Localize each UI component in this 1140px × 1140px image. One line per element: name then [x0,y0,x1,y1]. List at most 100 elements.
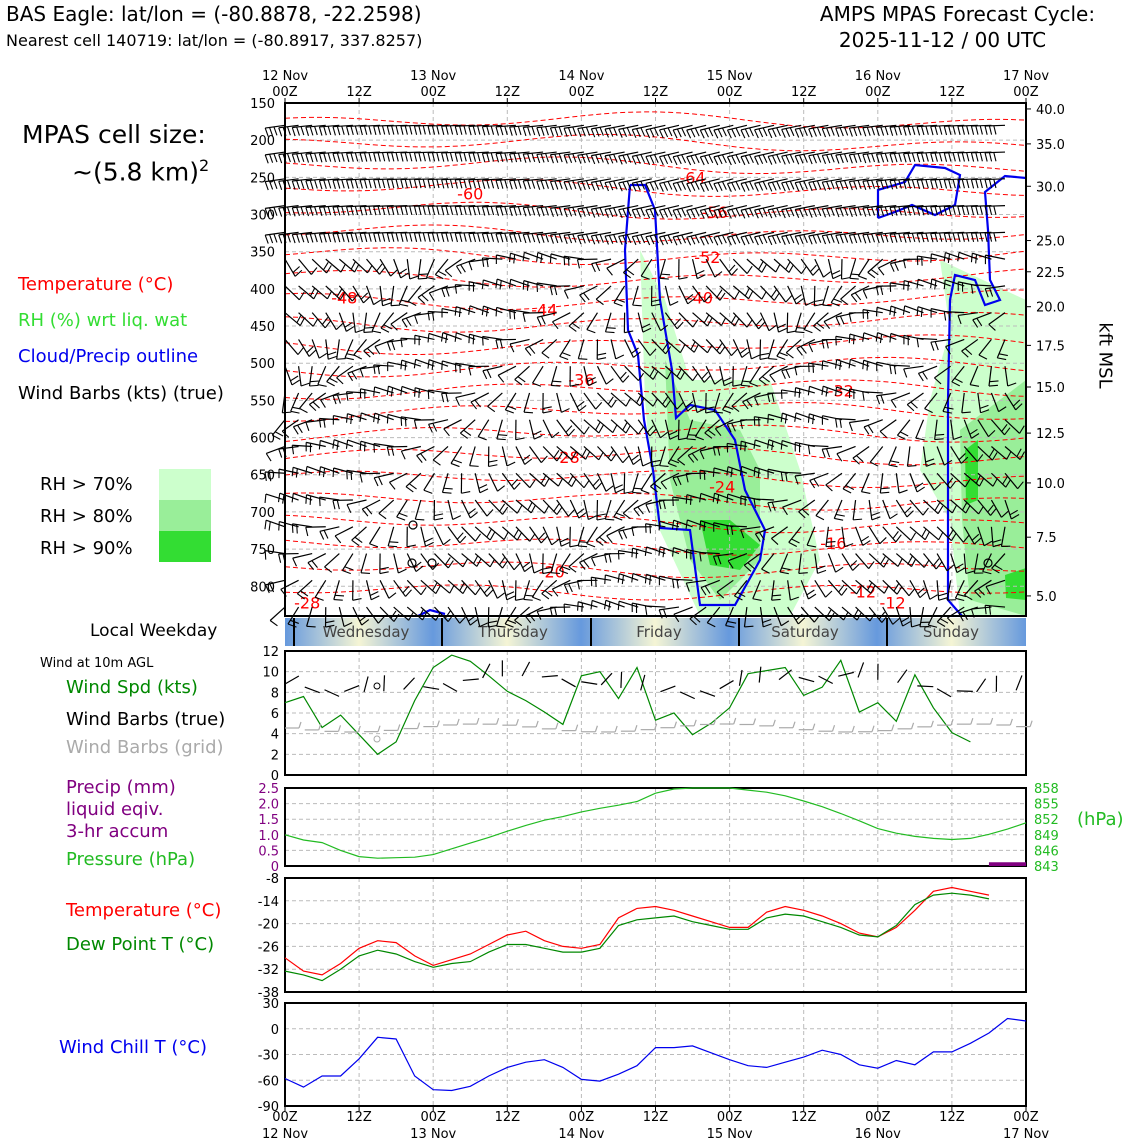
wind-barb-flag-352-0 [523,411,534,414]
wind-barb-429 [583,419,600,434]
wind-barb-flag-331-0 [495,339,499,349]
wind-barb-310 [483,279,503,287]
wind-barb-flag-101-0 [363,296,371,304]
wind-barb-flag-955-1 [947,253,951,263]
wind-barb-flag-813-0 [862,540,871,546]
wind-barb-601 [687,445,707,456]
wind-barb-157 [393,258,402,279]
wind-barb-flag-395-0 [560,542,570,547]
wind-barb-flag-53-1 [296,524,298,534]
wind-barb-flag-487-0 [632,458,641,465]
wind-barb-flag-928-0 [946,564,955,572]
weekday-seg-3 [581,618,729,646]
wind-barb-flag-88-0 [318,440,321,450]
wind-barb-749 [796,338,816,349]
wind-barb-477 [604,178,625,184]
wind-barb-flag-337-1 [527,501,533,511]
wind-barb-flag-707-0 [767,236,773,246]
wind-barb-256 [442,360,462,367]
wind-barb-595 [705,285,721,301]
wind-barb-flag-41-0 [291,207,296,217]
wind-barb-918 [918,278,938,287]
wind-barb-flag-765-1 [831,270,841,275]
wind-barb-flag-821-0 [848,234,853,244]
wind-barb-715 [768,439,788,448]
wind-barb-flag-639-1 [717,446,721,456]
wind-barb-flag-355-1 [540,475,547,484]
wind-barb-flag-935-1 [934,233,938,243]
wind-barb-flag-704-1 [771,155,777,164]
wind-barb-flag-924-0 [943,459,953,466]
wind-barb-flag-135-2 [368,179,372,189]
wind-barb-flag-552-0 [659,156,664,166]
wind-barb-666 [740,151,761,158]
wind-barb-332 [497,365,517,376]
wind-barb-flag-270-2 [463,232,467,242]
wind-barb-4 [265,231,286,236]
grid-barb-flag-24 [772,719,776,727]
cloud-outline-3 [946,174,1027,617]
wind-barb-535 [645,205,666,211]
wind-barb-flag-148-0 [369,543,379,548]
wind-barb-882 [890,332,911,340]
wind-barb-518 [640,258,653,277]
wind-barb-flag-597-0 [719,346,726,355]
wind-barb-flag-57-2 [314,126,318,136]
wind-barb-flag-993-1 [975,254,978,264]
weekday-thursday: Thursday [477,623,548,641]
wind-barb-838 [862,178,883,182]
temp-label-10: -24 [709,478,735,497]
wind-barb-flag-340-0 [515,598,525,601]
wind-barb-flag-485-1 [636,394,642,404]
wind-barb-flag-333-1 [507,405,517,410]
wind-barb-892 [909,607,913,628]
wind-barb-756 [806,526,816,546]
wind-barb-flag-212-0 [413,206,418,216]
wind-barb-flag-582-0 [677,459,686,466]
wind-barb-339 [515,553,526,572]
wind-barb-239 [428,419,449,425]
wind-barb-flag-422-1 [567,234,573,244]
wind-barb-493 [605,599,625,608]
wind-barb-914 [917,178,938,181]
pressure-ytick-846: 846 [1034,844,1059,859]
wind-barb-772 [808,444,829,448]
top-hour-label-3: 12Z [495,85,521,100]
wind-barb-flag-7-1 [296,314,302,324]
wind-barb-flag-1015-0 [997,357,1007,361]
wind-barb-flag-203-1 [408,483,417,490]
wind-barb-flag-1001-0 [1005,479,1012,488]
wind-barb-flag-812-0 [853,518,863,521]
wind-barb-flag-333-0 [505,409,514,414]
wind-barb-428 [583,392,597,410]
wind-barb-flag-1000-0 [1006,451,1012,460]
wind-barb-flag-310-0 [481,279,484,289]
wind-barb-flag-940-0 [934,377,942,385]
wind-barb-1024 [985,579,1006,588]
wind-barb-flag-818-2 [857,153,862,163]
wind-barb-flag-596-0 [720,317,727,326]
wind-barb-737 [788,526,802,543]
wind-barb-flag-1009-0 [984,179,988,189]
wind-barb-224 [433,526,444,546]
wind-barb-1007 [984,124,1006,127]
wind-barb-318 [501,499,518,514]
wind-barb-flag-923-1 [935,433,945,436]
wind-barb-flag-185-1 [398,512,408,517]
wind-barb-flag-192-1 [404,179,408,189]
wind-barb-flag-1005-0 [974,590,982,598]
kft-label-2: 30.0 [1036,180,1065,195]
wind-barb-444 [586,312,598,330]
wind-barb-flag-496-1 [622,181,628,191]
wind-barb-436 [564,603,584,608]
wind-barb-flag-587-0 [672,579,675,589]
wind-barb-flag-734-0 [780,440,783,450]
wind-barb-flag-536-1 [649,235,655,245]
wind-barb-flag-163-0 [373,413,376,423]
wind-barb-916 [917,231,938,235]
wind-barb-flag-423-0 [563,256,566,266]
wind-barb-flag-439-2 [585,180,591,190]
wind-barb-500 [632,285,639,306]
wind-barb-flag-583-1 [676,476,682,486]
wind-barb-flag-511-0 [617,573,620,583]
